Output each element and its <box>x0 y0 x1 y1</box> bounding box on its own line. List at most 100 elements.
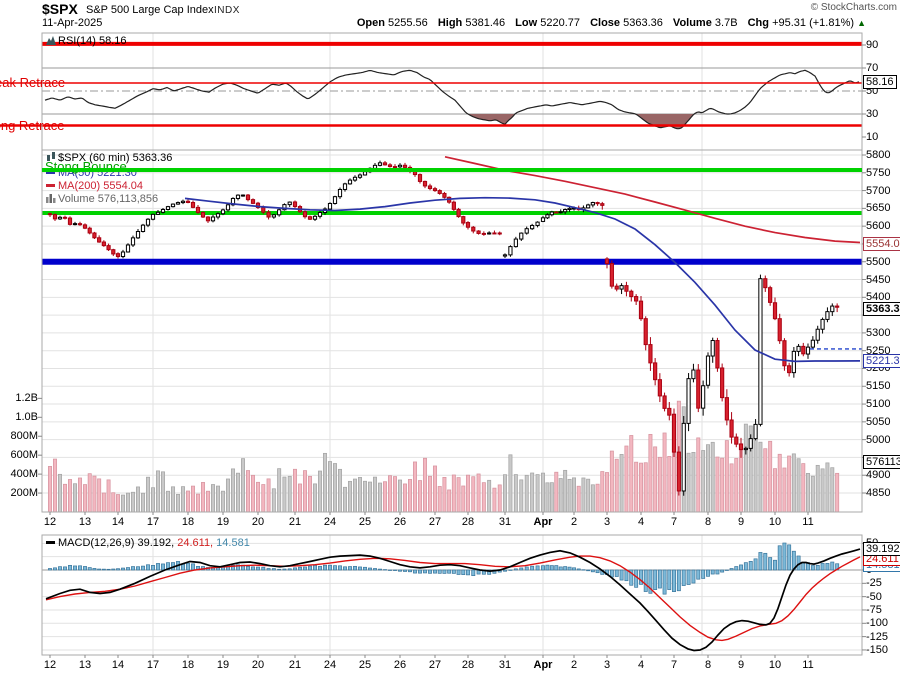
ma50-swatch-icon <box>46 171 55 174</box>
macd-date-label: 12 <box>43 659 57 671</box>
date-label: 4 <box>637 516 645 528</box>
date-label: 8 <box>704 516 712 528</box>
price-axis-label: 5500 <box>866 255 891 268</box>
volume-value: 3.7B <box>714 17 738 29</box>
date-label: 28 <box>461 516 475 528</box>
close-value: 5363.36 <box>623 17 663 29</box>
macd-date-label: 28 <box>461 659 475 671</box>
price-axis-label: 5600 <box>866 220 891 233</box>
macd-date-label: 31 <box>498 659 512 671</box>
chart-date: 11-Apr-2025 <box>42 17 103 29</box>
volume-axis-label: 600M <box>10 449 38 462</box>
date-label: 26 <box>393 516 407 528</box>
price-axis-label: 5150 <box>866 380 891 393</box>
price-axis-label: 5650 <box>866 202 891 215</box>
macd-date-label: 18 <box>181 659 195 671</box>
date-label: 13 <box>78 516 92 528</box>
macd-date-label: 27 <box>428 659 442 671</box>
ma50-value-box: 5221.30 <box>863 354 900 368</box>
price-axis-label: 4850 <box>866 487 891 499</box>
price-axis-label: 5400 <box>866 291 891 304</box>
date-label: 11 <box>802 516 814 528</box>
price-axis-label: 5700 <box>866 184 891 197</box>
date-label: 3 <box>603 516 611 528</box>
ma200-legend: MA(200) 5554.04 <box>46 180 143 192</box>
rsi-axis-label: 10 <box>866 131 879 143</box>
date-label: 21 <box>288 516 302 528</box>
rsi-legend: RSI(14) 58.16 <box>46 35 126 48</box>
macd-date-label: 3 <box>603 659 611 671</box>
macd-date-label: 21 <box>288 659 302 671</box>
rsi-legend-text: RSI(14) 58.16 <box>58 35 127 47</box>
bounce-annotation-line <box>42 168 862 172</box>
last-price-box: 5363.36 <box>863 302 900 316</box>
rsi-axis-label: 90 <box>866 39 879 51</box>
quote-bar: Open 5255.56 High 5381.46 Low 5220.77 Cl… <box>357 17 866 29</box>
change-label: Chg <box>747 17 769 29</box>
date-label: 20 <box>251 516 265 528</box>
date-label: 17 <box>146 516 160 528</box>
volume-value-box: 576113856 <box>863 455 900 469</box>
ma200-swatch-icon <box>46 184 55 187</box>
low-value: 5220.77 <box>540 17 580 29</box>
rsi-value-box: 58.16 <box>863 75 897 89</box>
macd-axis-label: -125 <box>866 630 889 643</box>
high-value: 5381.46 <box>465 17 506 29</box>
price-axis-label: 5300 <box>866 326 891 339</box>
date-label: 14 <box>111 516 125 528</box>
symbol-exchange: INDX <box>214 5 240 16</box>
macd-axis-label: -150 <box>866 643 889 656</box>
volume-legend: Volume 576,113,856 <box>46 193 158 206</box>
price-axis-label: 5750 <box>866 166 891 179</box>
macd-axis-label: -100 <box>866 617 889 630</box>
macd-date-label: Apr <box>533 659 553 671</box>
volume-label: Volume <box>672 17 712 29</box>
symbol-name: S&P 500 Large Cap Index <box>86 4 214 16</box>
price-axis-label: 5100 <box>866 398 891 411</box>
date-label: 25 <box>358 516 372 528</box>
low-label: Low <box>515 17 538 29</box>
volume-axis-label: 400M <box>10 468 38 481</box>
macd-date-label: 7 <box>670 659 678 671</box>
date-label: 7 <box>670 516 678 528</box>
date-label: 19 <box>216 516 230 528</box>
price-axis-label: 5450 <box>866 273 891 286</box>
macd-date-label: 2 <box>570 659 578 671</box>
date-label: 9 <box>737 516 745 528</box>
macd-legend-main: MACD(12,26,9) 39.192, <box>58 537 175 549</box>
price-axis-label: 5250 <box>866 344 891 357</box>
date-label: 10 <box>768 516 782 528</box>
symbol-ticker: $SPX <box>42 1 78 17</box>
macd-swatch-icon <box>46 541 55 544</box>
macd-date-label: 9 <box>737 659 745 671</box>
macd-date-label: 20 <box>251 659 265 671</box>
macd-axis-label: -25 <box>866 577 882 590</box>
price-legend: $SPX (60 min) 5363.36 <box>46 152 172 165</box>
macd-date-label: 8 <box>704 659 712 671</box>
volume-legend-text: Volume 576,113,856 <box>58 193 159 205</box>
macd-value-box: 39.192 <box>863 542 900 556</box>
date-label: Apr <box>533 516 553 528</box>
macd-legend-hist: 14.581 <box>213 537 250 549</box>
rsi-axis-label: 70 <box>866 62 879 74</box>
date-label: 12 <box>43 516 57 528</box>
candlestick-chart-icon <box>46 152 56 165</box>
volume-bars-icon <box>46 194 56 206</box>
macd-date-label: 14 <box>111 659 125 671</box>
macd-date-label: 13 <box>78 659 92 671</box>
date-label: 24 <box>323 516 337 528</box>
macd-date-label: 25 <box>358 659 372 671</box>
weak-retrace-label: Weak Retrace <box>0 75 66 90</box>
date-label: 31 <box>498 516 512 528</box>
price-axis-label: 5050 <box>866 415 891 428</box>
macd-date-label: 26 <box>393 659 407 671</box>
change-up-arrow-icon: ▲ <box>857 18 866 28</box>
macd-date-label: 19 <box>216 659 230 671</box>
volume-axis-label: 800M <box>10 430 38 443</box>
volume-axis-label: 200M <box>10 487 38 500</box>
price-axis-label: 4900 <box>866 469 891 482</box>
rsi-axis-label: 30 <box>866 108 879 120</box>
rsi-indicator-icon <box>46 36 56 48</box>
macd-date-label: 4 <box>637 659 645 671</box>
